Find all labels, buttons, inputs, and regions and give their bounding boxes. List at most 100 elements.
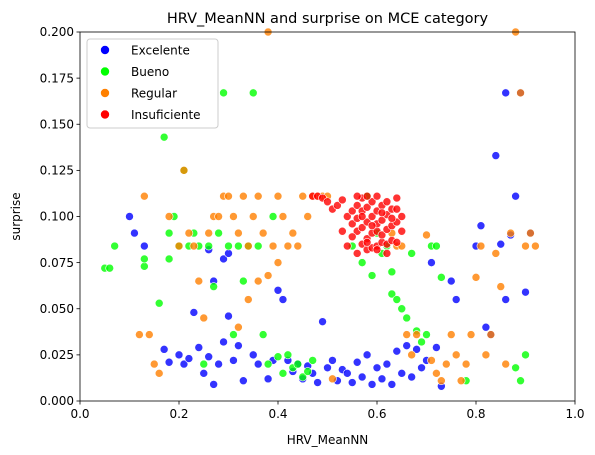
data-point (269, 213, 277, 221)
legend-label: Bueno (131, 65, 169, 79)
data-point (383, 360, 391, 368)
data-point (502, 360, 510, 368)
data-point (492, 249, 500, 257)
data-point (234, 229, 242, 237)
data-point (294, 242, 302, 250)
data-point (225, 242, 233, 250)
data-point (408, 351, 416, 359)
data-point (373, 192, 381, 200)
data-point (462, 360, 470, 368)
data-point (393, 347, 401, 355)
data-point (432, 344, 440, 352)
data-point (363, 351, 371, 359)
data-point (368, 222, 376, 230)
data-point (418, 364, 426, 372)
data-point (338, 196, 346, 204)
data-point (522, 242, 530, 250)
data-point (497, 283, 505, 291)
data-point (338, 227, 346, 235)
data-point (140, 262, 148, 270)
data-point (526, 229, 534, 237)
data-point (492, 152, 500, 160)
data-point (328, 375, 336, 383)
data-point (220, 89, 228, 97)
data-point (239, 192, 247, 200)
data-point (452, 296, 460, 304)
data-point (507, 229, 515, 237)
x-tick-label: 0.4 (268, 407, 287, 421)
x-tick-label: 1.0 (565, 407, 584, 421)
data-point (106, 264, 114, 272)
data-point (274, 286, 282, 294)
data-point (229, 356, 237, 364)
data-point (284, 351, 292, 359)
legend-marker (101, 110, 110, 119)
data-point (403, 331, 411, 339)
data-point (229, 213, 237, 221)
data-point (423, 331, 431, 339)
y-tick-label: 0.200 (40, 25, 74, 39)
y-tick-label: 0.125 (40, 164, 74, 178)
data-point (205, 242, 213, 250)
data-point (398, 227, 406, 235)
y-tick-label: 0.100 (40, 210, 74, 224)
data-point (348, 233, 356, 241)
data-point (343, 369, 351, 377)
data-point (437, 377, 445, 385)
data-point (274, 353, 282, 361)
data-point (378, 209, 386, 217)
data-point (234, 323, 242, 331)
data-point (418, 338, 426, 346)
x-tick-label: 0.6 (367, 407, 386, 421)
data-point (254, 192, 262, 200)
data-point (442, 360, 450, 368)
data-point (447, 277, 455, 285)
data-point (373, 246, 381, 254)
y-tick-label: 0.075 (40, 256, 74, 270)
data-point (200, 369, 208, 377)
data-point (160, 133, 168, 141)
data-point (130, 229, 138, 237)
data-point (225, 192, 233, 200)
data-point (190, 308, 198, 316)
data-point (259, 229, 267, 237)
data-point (512, 192, 520, 200)
data-point (353, 249, 361, 257)
data-point (517, 377, 525, 385)
data-point (388, 380, 396, 388)
data-point (447, 331, 455, 339)
data-point (225, 249, 233, 257)
data-point (363, 238, 371, 246)
data-point (279, 213, 287, 221)
data-point (487, 331, 495, 339)
data-point (190, 242, 198, 250)
x-axis-label: HRV_MeanNN (287, 433, 369, 447)
data-point (353, 192, 361, 200)
chart-title: HRV_MeanNN and surprise on MCE category (167, 11, 489, 27)
data-point (373, 364, 381, 372)
data-point (225, 312, 233, 320)
data-point (185, 355, 193, 363)
data-point (482, 323, 490, 331)
data-point (393, 205, 401, 213)
data-point (383, 198, 391, 206)
data-point (111, 242, 119, 250)
data-point (427, 356, 435, 364)
data-point (531, 242, 539, 250)
data-point (165, 358, 173, 366)
data-point (234, 242, 242, 250)
data-point (175, 242, 183, 250)
data-point (254, 277, 262, 285)
data-point (195, 277, 203, 285)
data-point (175, 351, 183, 359)
x-tick-label: 0.0 (70, 407, 89, 421)
data-point (398, 305, 406, 313)
data-point (299, 192, 307, 200)
data-point (517, 89, 525, 97)
data-point (180, 166, 188, 174)
data-point (274, 192, 282, 200)
y-tick-label: 0.025 (40, 348, 74, 362)
legend-label: Excelente (131, 43, 190, 57)
data-point (358, 259, 366, 267)
data-point (328, 356, 336, 364)
